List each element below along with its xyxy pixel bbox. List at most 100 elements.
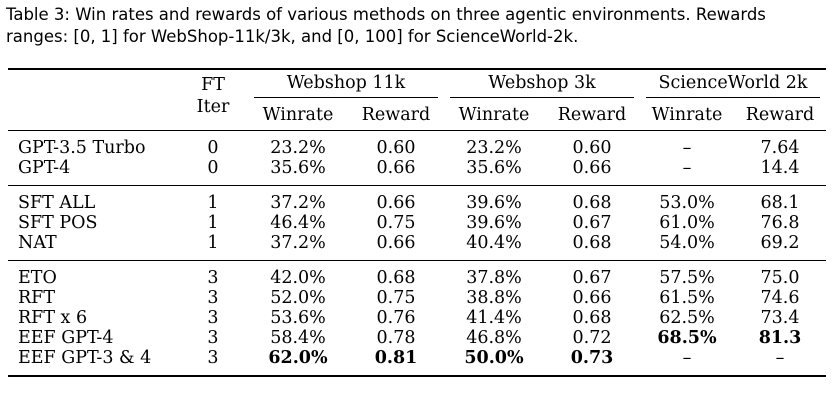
table-row: GPT-4 0 35.6% 0.66 35.6% 0.66 – 14.4 xyxy=(8,158,826,186)
row-method: EEF GPT-4 xyxy=(18,328,114,348)
row-ws11-reward: 0.66 xyxy=(376,193,416,213)
caption-line-2: ranges: [0, 1] for WebShop-11k/3k, and [… xyxy=(6,27,579,46)
row-sw-reward: 7.64 xyxy=(760,138,800,158)
row-ws3-reward: 0.72 xyxy=(572,328,612,348)
row-ws3-reward: 0.67 xyxy=(572,213,612,233)
row-ws11-reward: 0.75 xyxy=(376,288,416,308)
table-row: EEF GPT-4 3 58.4% 0.78 46.8% 0.72 68.5% … xyxy=(8,328,826,348)
row-ws11-reward: 0.60 xyxy=(376,138,416,158)
table-row: RFT x 6 3 53.6% 0.76 41.4% 0.68 62.5% 73… xyxy=(8,308,826,328)
row-ws11-winrate: 62.0% xyxy=(268,348,328,368)
row-ws3-reward: 0.60 xyxy=(572,138,612,158)
row-method: RFT x 6 xyxy=(18,308,88,328)
header-group-webshop11k: Webshop 11k xyxy=(248,69,444,100)
table-row: EEF GPT-3 & 4 3 62.0% 0.81 50.0% 0.73 – … xyxy=(8,348,826,376)
header-ws3-winrate: Winrate xyxy=(458,105,530,125)
row-ws11-reward: 0.76 xyxy=(376,308,416,328)
header-row-2: Winrate Reward Winrate Reward Winrate Re… xyxy=(8,100,826,131)
header-sw-reward: Reward xyxy=(745,105,815,125)
header-ft-iter: FT Iter xyxy=(178,69,248,131)
row-ws3-reward: 0.68 xyxy=(572,308,612,328)
row-ft-iter: 1 xyxy=(207,213,219,233)
row-ws11-winrate: 37.2% xyxy=(270,193,326,213)
row-ws11-reward: 0.68 xyxy=(376,268,416,288)
header-ws3-reward: Reward xyxy=(557,105,627,125)
row-ws11-winrate: 35.6% xyxy=(270,158,326,178)
row-sw-winrate: – xyxy=(682,348,692,368)
row-sw-winrate: – xyxy=(682,138,692,158)
table-row: ETO 3 42.0% 0.68 37.8% 0.67 57.5% 75.0 xyxy=(8,260,826,289)
row-ft-iter: 3 xyxy=(207,328,219,348)
row-ws11-reward: 0.81 xyxy=(374,348,418,368)
header-group-scienceworld2k-label: ScienceWorld 2k xyxy=(646,73,820,98)
row-ft-iter: 3 xyxy=(207,308,219,328)
row-ws3-winrate: 39.6% xyxy=(466,193,522,213)
row-sw-reward: 81.3 xyxy=(758,328,802,348)
row-method: SFT ALL xyxy=(18,193,96,213)
row-ws3-winrate: 38.8% xyxy=(466,288,522,308)
row-sw-winrate: 53.0% xyxy=(659,193,715,213)
header-row-1: FT Iter Webshop 11k Webshop 3k ScienceWo… xyxy=(8,69,826,117)
row-sw-reward: 73.4 xyxy=(760,308,800,328)
row-ft-iter: 0 xyxy=(207,138,219,158)
row-ws11-reward: 0.66 xyxy=(376,158,416,178)
row-sw-reward: 74.6 xyxy=(760,288,800,308)
table-row: RFT 3 52.0% 0.75 38.8% 0.66 61.5% 74.6 xyxy=(8,288,826,308)
row-ws11-winrate: 46.4% xyxy=(270,213,326,233)
caption-line-1: Table 3: Win rates and rewards of variou… xyxy=(6,5,766,24)
row-ft-iter: 3 xyxy=(207,288,219,308)
row-ft-iter: 1 xyxy=(207,233,219,253)
row-ws3-winrate: 41.4% xyxy=(466,308,522,328)
row-sw-winrate: 68.5% xyxy=(657,328,717,348)
row-ws11-winrate: 23.2% xyxy=(270,138,326,158)
row-sw-winrate: 57.5% xyxy=(659,268,715,288)
row-method: SFT POS xyxy=(18,213,98,233)
row-sw-winrate: 54.0% xyxy=(659,233,715,253)
header-group-webshop3k: Webshop 3k xyxy=(444,69,640,100)
row-sw-reward: 76.8 xyxy=(760,213,800,233)
table-row: SFT ALL 1 37.2% 0.66 39.6% 0.68 53.0% 68… xyxy=(8,185,826,214)
header-ft-line1: FT xyxy=(201,75,225,95)
row-ws3-reward: 0.66 xyxy=(572,288,612,308)
row-method: EEF GPT-3 & 4 xyxy=(18,348,152,368)
row-ws11-winrate: 53.6% xyxy=(270,308,326,328)
row-ft-iter: 1 xyxy=(207,193,219,213)
header-method-cell-2 xyxy=(8,100,178,131)
table-row: NAT 1 37.2% 0.66 40.4% 0.68 54.0% 69.2 xyxy=(8,233,826,261)
row-method: GPT-3.5 Turbo xyxy=(18,138,146,158)
row-sw-winrate: – xyxy=(682,158,692,178)
row-ws11-reward: 0.78 xyxy=(376,328,416,348)
row-ws11-reward: 0.75 xyxy=(376,213,416,233)
header-method-cell xyxy=(8,69,178,100)
row-sw-winrate: 62.5% xyxy=(659,308,715,328)
row-sw-winrate: 61.0% xyxy=(659,213,715,233)
row-ws3-reward: 0.73 xyxy=(570,348,614,368)
row-ws3-winrate: 40.4% xyxy=(466,233,522,253)
row-sw-reward: 68.1 xyxy=(760,193,800,213)
header-ws11-winrate: Winrate xyxy=(262,105,334,125)
row-method: RFT xyxy=(18,288,55,308)
header-ft-line2: Iter xyxy=(196,97,230,117)
table-caption: Table 3: Win rates and rewards of variou… xyxy=(6,4,828,48)
row-ws3-winrate: 23.2% xyxy=(466,138,522,158)
row-ws11-winrate: 58.4% xyxy=(270,328,326,348)
row-sw-reward: 14.4 xyxy=(760,158,800,178)
row-ft-iter: 3 xyxy=(207,268,219,288)
row-ws3-reward: 0.67 xyxy=(572,268,612,288)
row-ft-iter: 3 xyxy=(207,348,219,368)
row-ws3-reward: 0.66 xyxy=(572,158,612,178)
header-ws11-reward: Reward xyxy=(361,105,431,125)
row-method: ETO xyxy=(18,268,57,288)
row-ws3-winrate: 35.6% xyxy=(466,158,522,178)
row-ws3-reward: 0.68 xyxy=(572,233,612,253)
row-sw-reward: 69.2 xyxy=(760,233,800,253)
row-ws3-winrate: 37.8% xyxy=(466,268,522,288)
row-ws11-winrate: 37.2% xyxy=(270,233,326,253)
row-ws3-winrate: 50.0% xyxy=(464,348,524,368)
row-sw-winrate: 61.5% xyxy=(659,288,715,308)
row-sw-reward: – xyxy=(775,348,785,368)
results-table: FT Iter Webshop 11k Webshop 3k ScienceWo… xyxy=(8,68,826,377)
row-ft-iter: 0 xyxy=(207,158,219,178)
row-ws3-winrate: 39.6% xyxy=(466,213,522,233)
row-ws11-winrate: 52.0% xyxy=(270,288,326,308)
